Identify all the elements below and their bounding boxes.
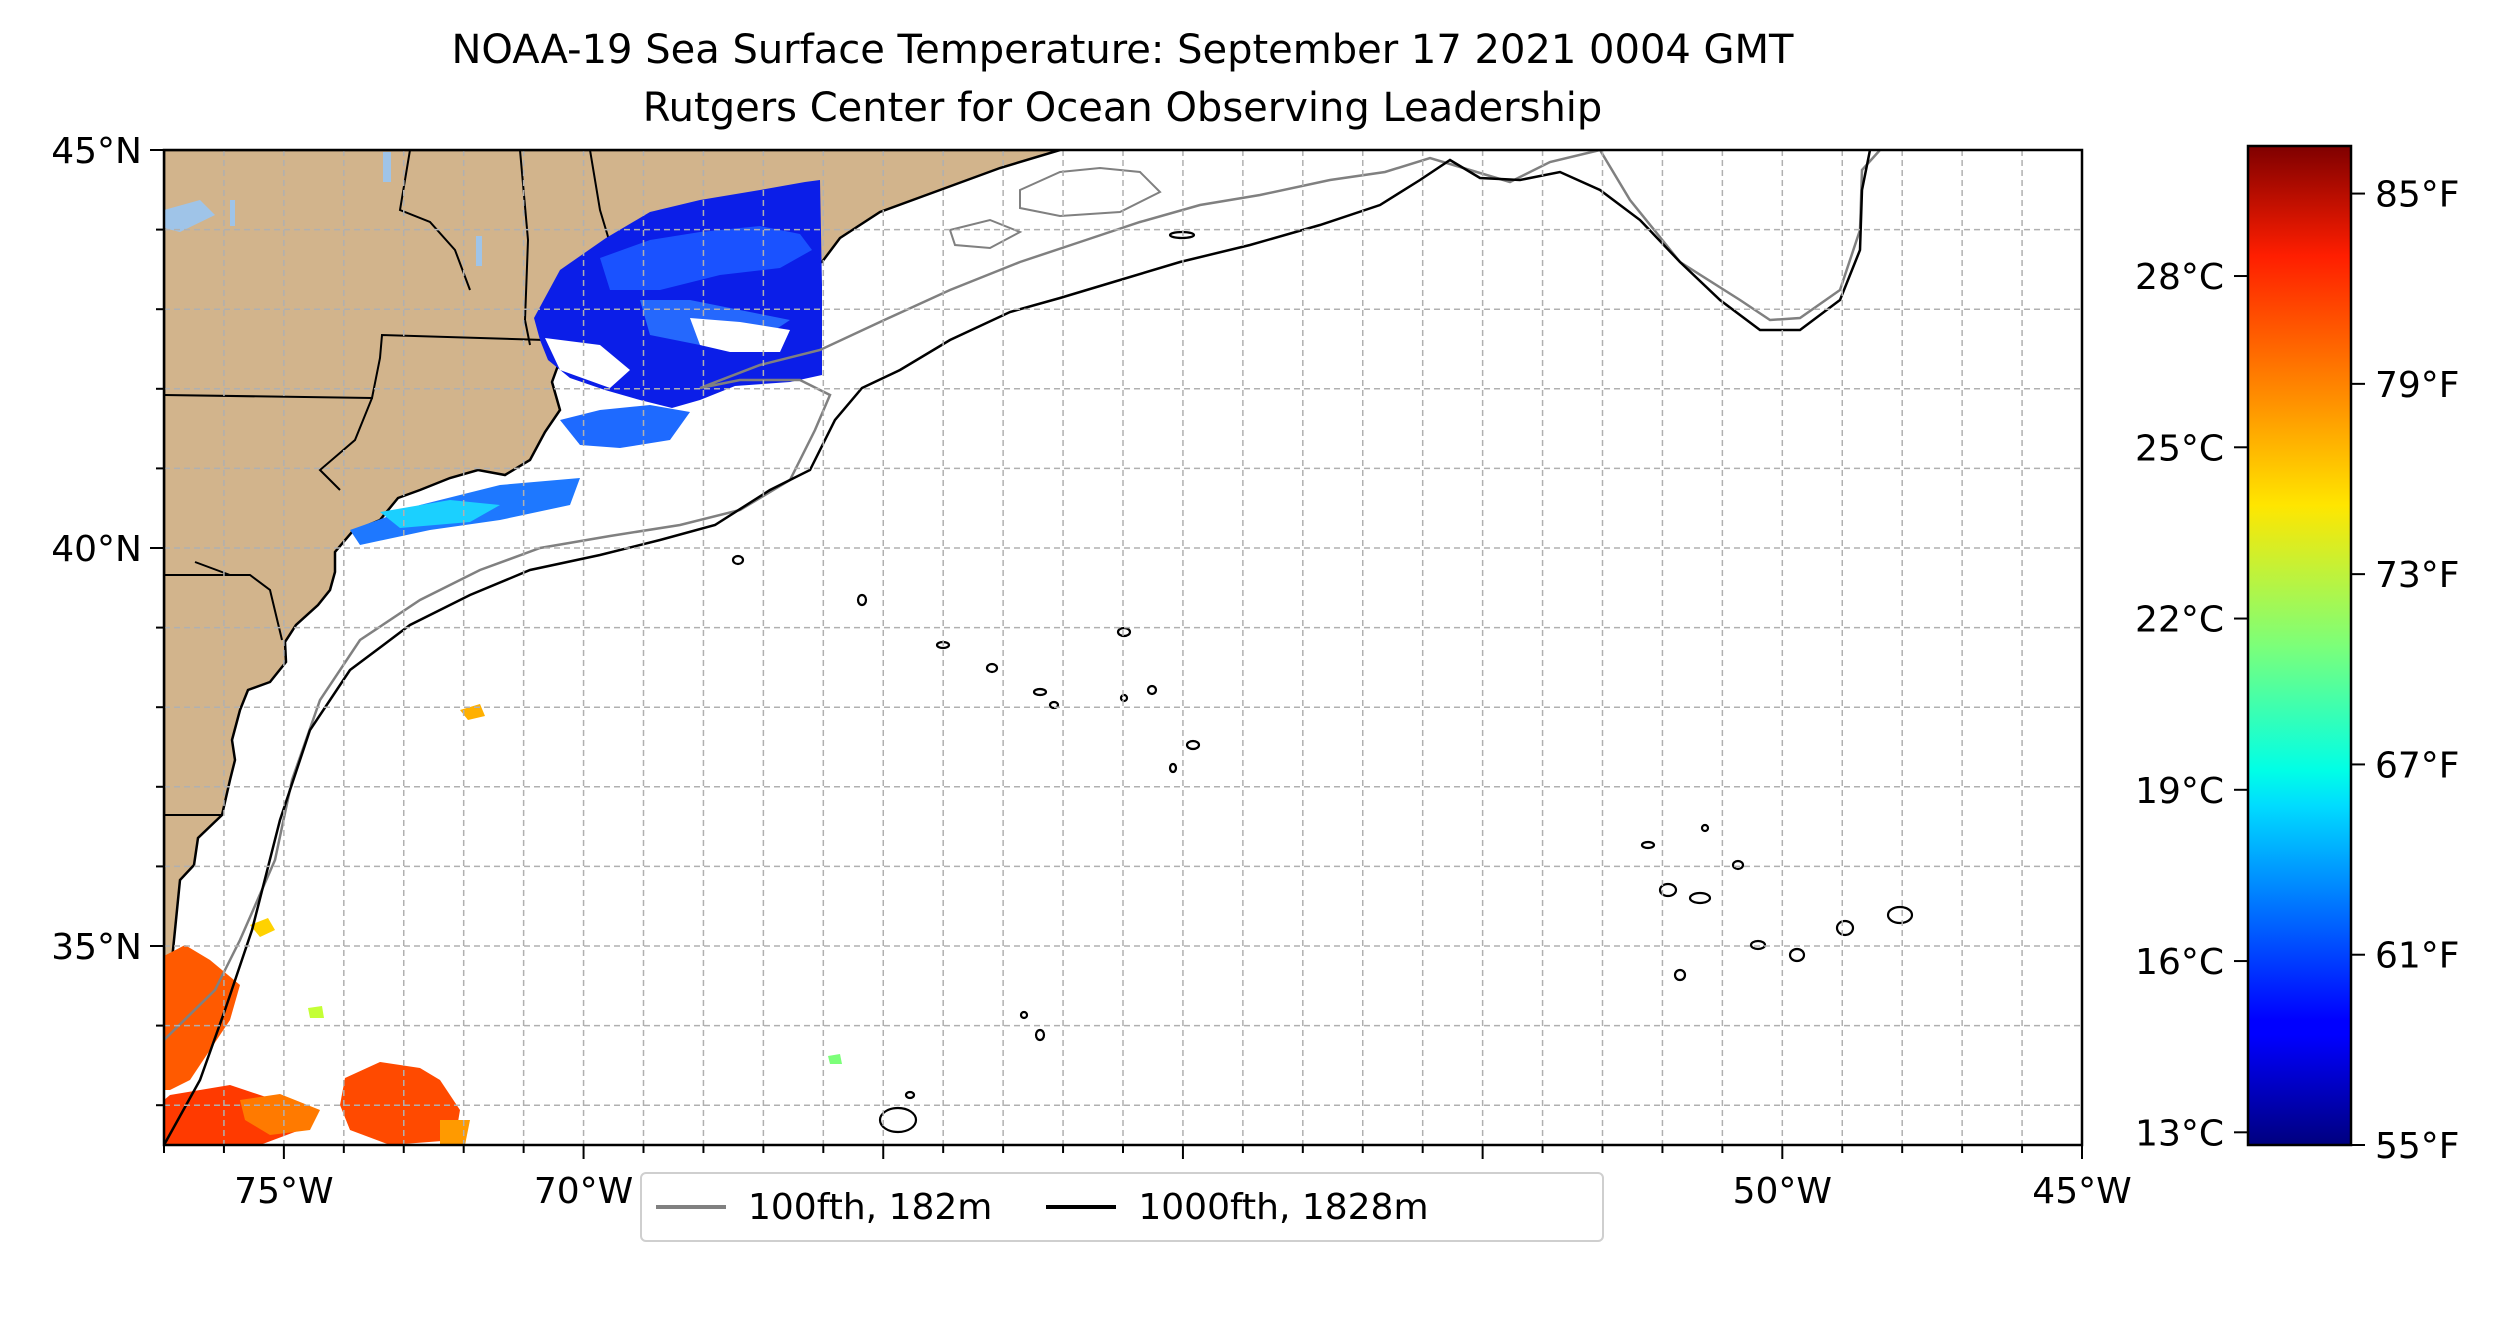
chart-title: NOAA-19 Sea Surface Temperature: Septemb… <box>451 27 1794 73</box>
colorbar-label-f: 79°F <box>2375 365 2460 406</box>
colorbar-label-f: 61°F <box>2375 936 2460 977</box>
state-borders <box>164 150 613 816</box>
colorbar-label-c: 13°C <box>2135 1113 2224 1154</box>
chart-subtitle: Rutgers Center for Ocean Observing Leade… <box>642 85 1603 131</box>
colorbar-label-f: 73°F <box>2375 555 2460 596</box>
colorbar-labels: 85°F 79°F 73°F 67°F 61°F 55°F 28°C 25°C 22°C 19°C… <box>2135 175 2459 1167</box>
seamounts <box>731 230 1914 1134</box>
lon-tick-label: 50°W <box>1733 1171 1832 1212</box>
lon-tick-label: 70°W <box>534 1171 633 1212</box>
lat-tick-label: 35°N <box>51 927 142 968</box>
lat-tick-label: 40°N <box>51 529 142 570</box>
colorbar-label-f: 67°F <box>2375 745 2460 786</box>
axis-ticks <box>150 149 2083 1159</box>
contour-1000fth <box>164 150 1872 1145</box>
colorbar-label-c: 28°C <box>2135 257 2224 298</box>
legend-item-100fth: 100fth, 182m <box>656 1187 992 1228</box>
lon-tick-label: 75°W <box>234 1171 333 1212</box>
lat-tick-label: 45°N <box>51 131 142 172</box>
contour-legend: 100fth, 182m 1000fth, 1828m <box>640 1172 1604 1242</box>
colorbar-label-c: 25°C <box>2135 428 2224 469</box>
legend-label: 1000fth, 1828m <box>1138 1186 1429 1228</box>
legend-swatch-black-line <box>1046 1205 1117 1209</box>
colorbar-label-c: 22°C <box>2135 600 2224 641</box>
colorbar-label-c: 19°C <box>2135 771 2224 812</box>
legend-label: 100fth, 182m <box>748 1186 993 1228</box>
lon-tick-label: 45°W <box>2032 1171 2131 1212</box>
legend-swatch-gray-line <box>656 1205 726 1209</box>
lakes <box>164 152 482 266</box>
colorbar <box>2246 144 2353 1147</box>
colorbar-label-f: 85°F <box>2375 175 2460 216</box>
sst-data <box>164 180 842 1145</box>
colorbar-label-c: 16°C <box>2135 942 2224 983</box>
colorbar-label-f: 55°F <box>2375 1126 2460 1167</box>
legend-item-1000fth: 1000fth, 1828m <box>1046 1186 1429 1228</box>
